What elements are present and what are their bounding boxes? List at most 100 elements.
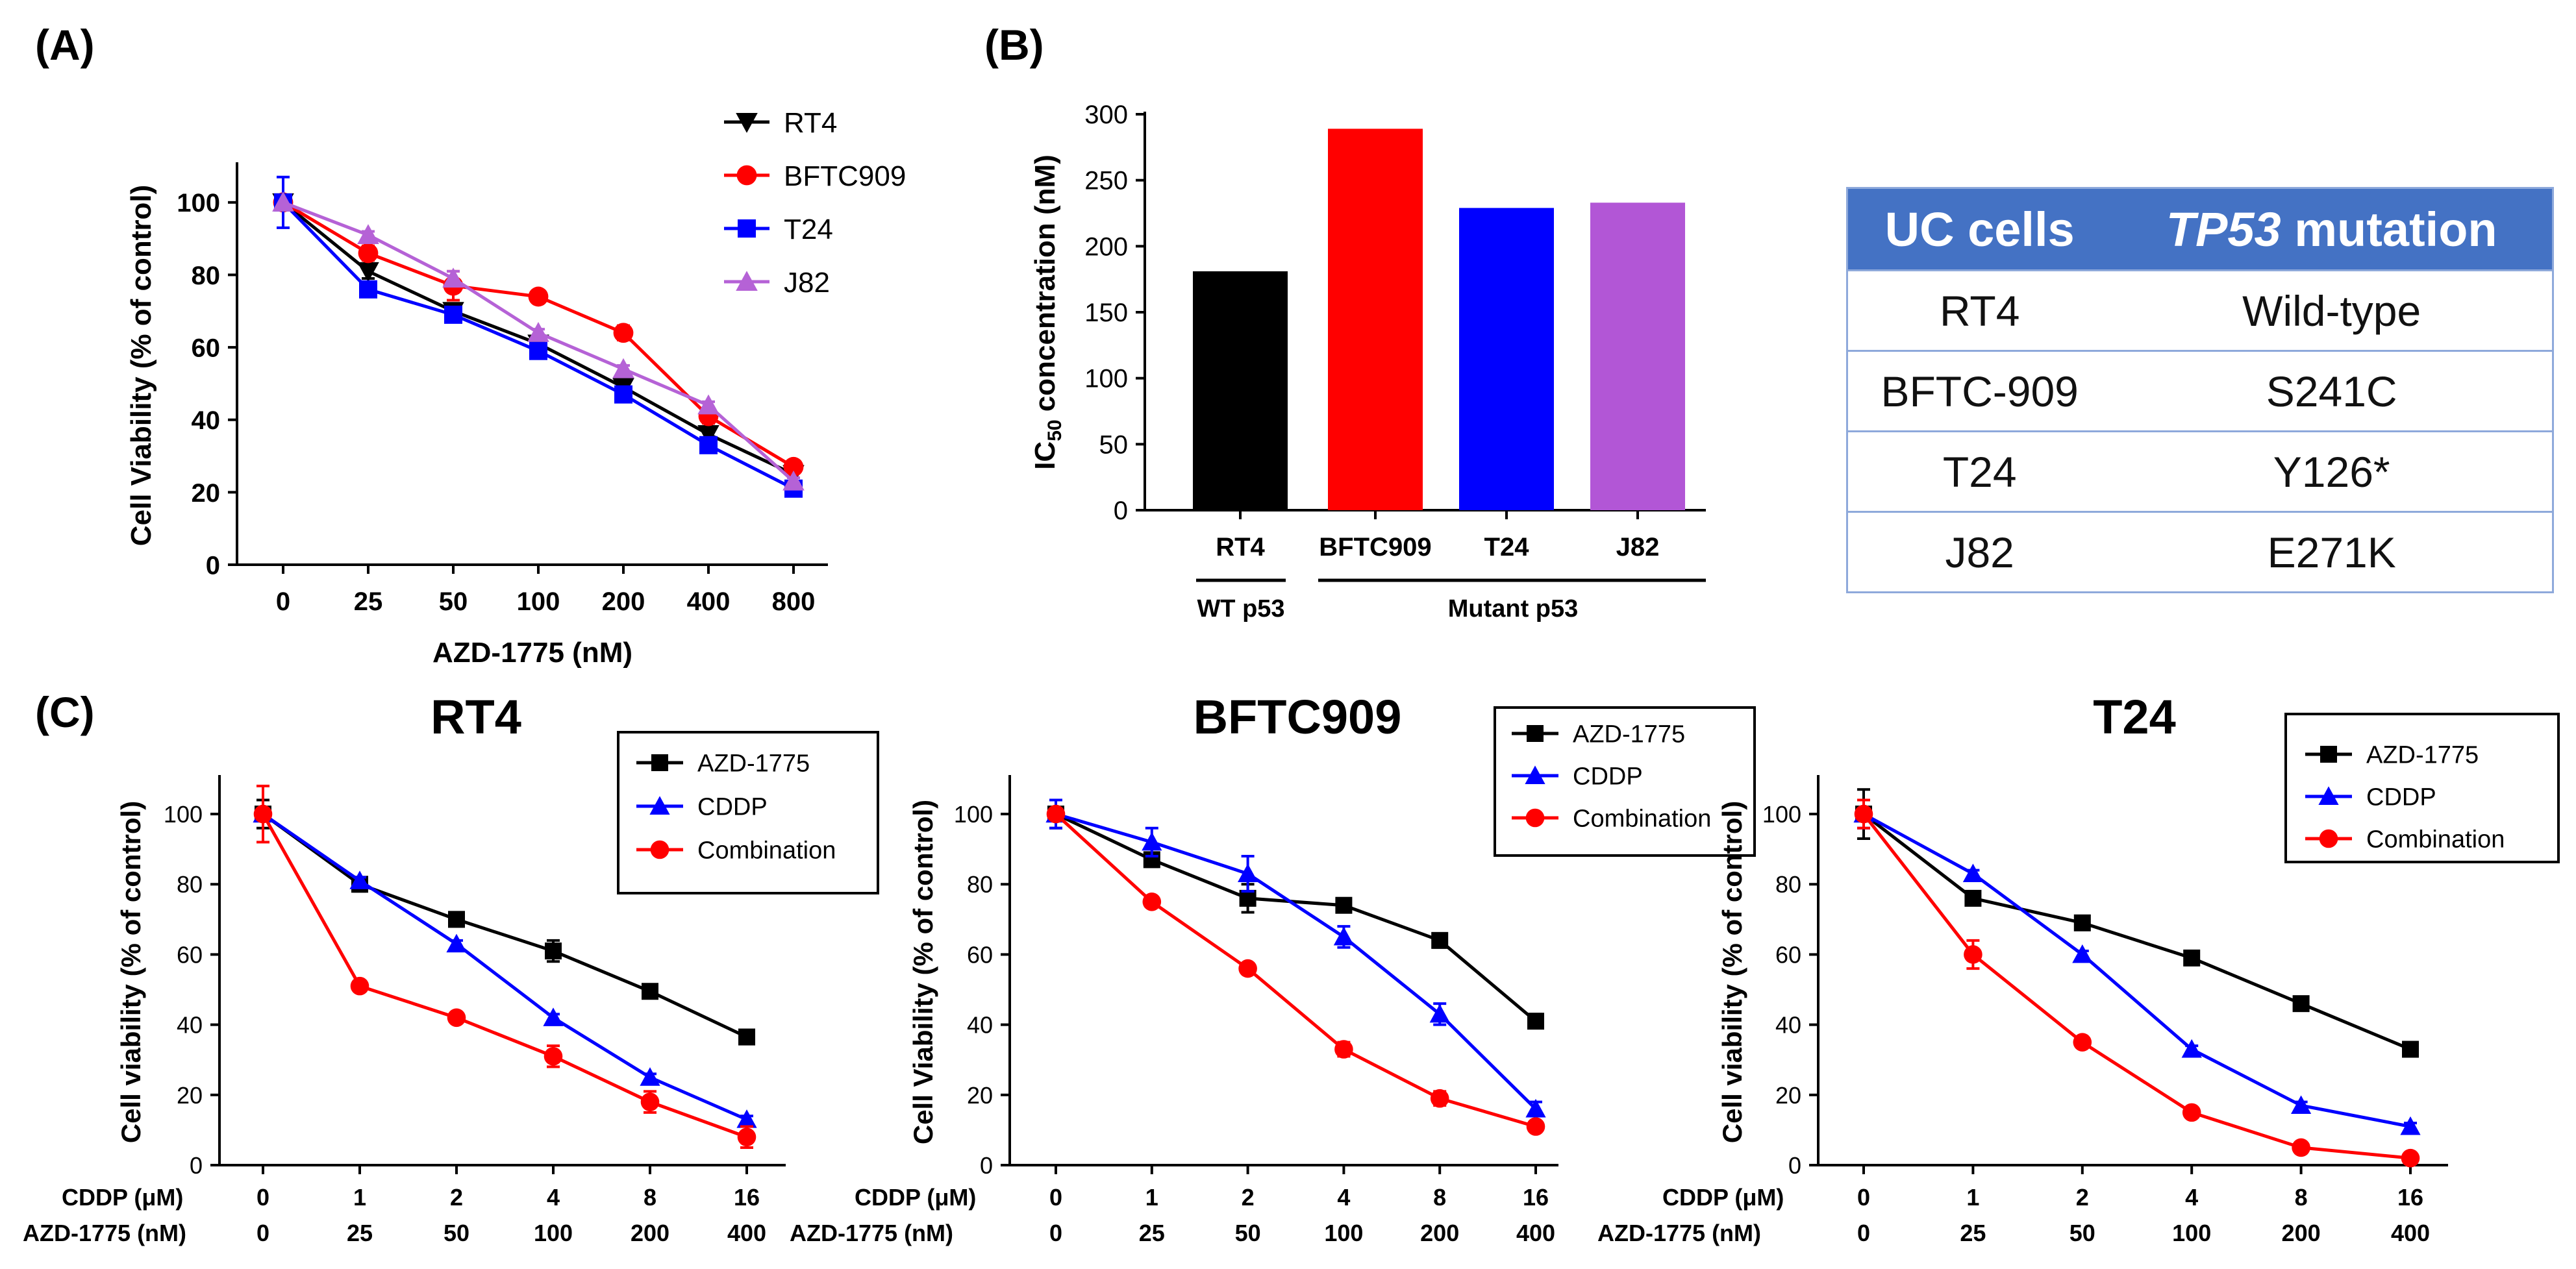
- x-tick-label: 100: [517, 587, 560, 616]
- group-label-wt: WT p53: [1197, 595, 1284, 622]
- x-tick-label: 25: [1960, 1220, 1986, 1246]
- legend-marker-cddp: [2318, 786, 2339, 805]
- y-tick-label: 100: [1084, 365, 1128, 393]
- data-point-cddp: [1142, 832, 1162, 851]
- data-point-combination: [737, 1127, 757, 1147]
- x-tick-label: 0: [276, 587, 290, 616]
- y-tick-label: 60: [967, 941, 993, 968]
- legend-marker-j82: [736, 271, 758, 291]
- data-point-combination: [350, 976, 369, 996]
- x-tick-label: 8: [1433, 1184, 1446, 1211]
- x-tick-label: BFTC909: [1319, 533, 1431, 561]
- x-tick-label: 400: [1516, 1220, 1555, 1246]
- data-point-combination: [1238, 959, 1257, 978]
- series-line-cddp: [1055, 812, 1537, 1111]
- x-tick-label: 8: [644, 1184, 657, 1211]
- y-tick-label: 80: [967, 871, 993, 898]
- y-tick-label: 80: [1775, 871, 1801, 898]
- series-line-combination: [1055, 813, 1536, 1128]
- y-tick-label: 40: [177, 1012, 203, 1039]
- y-axis-label: Cell viability (% of control): [1717, 801, 1747, 1143]
- x-tick-label: 0: [1049, 1184, 1062, 1211]
- data-point-cddp: [446, 933, 467, 953]
- data-point-azd-1775: [2292, 995, 2310, 1013]
- y-axis-label-rest: concentration (nM): [1029, 154, 1061, 419]
- series-line-azd-1775: [1055, 812, 1537, 1023]
- x-tick-label: 400: [727, 1220, 766, 1246]
- x-tick-label: 16: [2397, 1184, 2423, 1211]
- table-cell-line: T24: [1847, 430, 2112, 512]
- y-tick-label: 0: [190, 1152, 203, 1179]
- x-axis-label: AZD-1775 (nM): [432, 637, 632, 669]
- series-line-combination: [1862, 813, 2411, 1160]
- x-row-label-cddp: CDDP (μM): [855, 1184, 976, 1211]
- data-point-azd-1775: [2183, 949, 2201, 967]
- header-uc-cells: UC cells: [1847, 188, 2112, 271]
- y-tick-label: 40: [192, 406, 221, 435]
- x-tick-label: 0: [1857, 1184, 1870, 1211]
- data-point-t24: [529, 341, 547, 360]
- data-point-cddp: [2400, 1116, 2421, 1135]
- data-point-cddp: [349, 870, 370, 889]
- data-point-t24: [444, 305, 462, 324]
- legend-label-combination: Combination: [697, 837, 836, 865]
- table-cell-line: BFTC-909: [1847, 350, 2112, 432]
- x-tick-label: 50: [444, 1220, 469, 1246]
- x-tick-label: 2: [1242, 1184, 1255, 1211]
- data-point-j82: [782, 470, 805, 491]
- x-tick-label: 1: [1966, 1184, 1979, 1211]
- y-axis-label-main: IC: [1029, 441, 1061, 470]
- table-cell-mutation: Wild-type: [2111, 269, 2553, 351]
- y-tick-label: 20: [177, 1082, 203, 1109]
- legend-label-j82: J82: [784, 267, 830, 299]
- x-tick-label: 100: [2172, 1220, 2211, 1246]
- data-point-cddp: [1962, 863, 1983, 883]
- x-tick-label: 1: [1145, 1184, 1158, 1211]
- legend-label-bftc909: BFTC909: [784, 160, 906, 192]
- data-point-combination: [1334, 1040, 1353, 1059]
- y-tick-label: 20: [192, 479, 221, 508]
- data-point-cddp: [736, 1109, 757, 1128]
- legend-label-cddp: CDDP: [697, 794, 768, 821]
- data-point-rt4: [697, 425, 719, 445]
- legend-label-rt4: RT4: [784, 107, 837, 139]
- data-point-combination: [640, 1092, 660, 1111]
- panel-letter-b: (B): [984, 21, 1044, 69]
- legend-label-azd-1775: AZD-1775: [697, 750, 810, 778]
- x-tick-label: 25: [1139, 1220, 1165, 1246]
- data-point-combination: [1142, 893, 1162, 911]
- data-point-combination: [1526, 1117, 1545, 1136]
- data-point-t24: [359, 280, 377, 299]
- x-tick-label: 2: [450, 1184, 463, 1211]
- chart-title: RT4: [431, 690, 521, 744]
- data-point-bftc909: [613, 323, 634, 343]
- chart-title: T24: [2093, 690, 2176, 744]
- y-tick-label: 100: [177, 189, 220, 217]
- y-tick-label: 60: [1775, 941, 1801, 968]
- table-row: BFTC-909 S241C: [1847, 350, 2553, 432]
- data-point-combination: [447, 1008, 466, 1028]
- data-point-j82: [697, 394, 719, 415]
- data-point-azd-1775: [448, 911, 465, 928]
- data-point-combination: [2073, 1033, 2092, 1052]
- y-axis-label: Cell Viability (% of control): [908, 800, 938, 1144]
- x-tick-label: 200: [602, 587, 645, 616]
- x-tick-label: 0: [256, 1220, 269, 1246]
- data-point-combination: [1964, 945, 1982, 964]
- x-tick-label: 200: [631, 1220, 669, 1246]
- data-point-bftc909: [783, 456, 804, 477]
- data-point-combination: [544, 1047, 563, 1066]
- table-row: J82 E271K: [1847, 511, 2553, 593]
- x-tick-label: 0: [1049, 1220, 1062, 1246]
- y-tick-label: 60: [177, 941, 203, 968]
- y-axis-label: Cell Viability (% of control): [125, 185, 157, 547]
- tp53-mutation-table: UC cells TP53 mutation RT4 Wild-type BFT…: [1846, 187, 2554, 593]
- header-mutation-word: mutation: [2281, 202, 2497, 256]
- legend-label-cddp: CDDP: [2366, 784, 2436, 811]
- y-tick-label: 0: [980, 1152, 993, 1179]
- data-point-cddp: [1525, 1098, 1546, 1118]
- x-tick-label: 50: [1235, 1220, 1261, 1246]
- bar-t24: [1459, 208, 1554, 510]
- legend-label-azd-1775: AZD-1775: [2366, 742, 2479, 769]
- series-line-cddp: [262, 813, 747, 1121]
